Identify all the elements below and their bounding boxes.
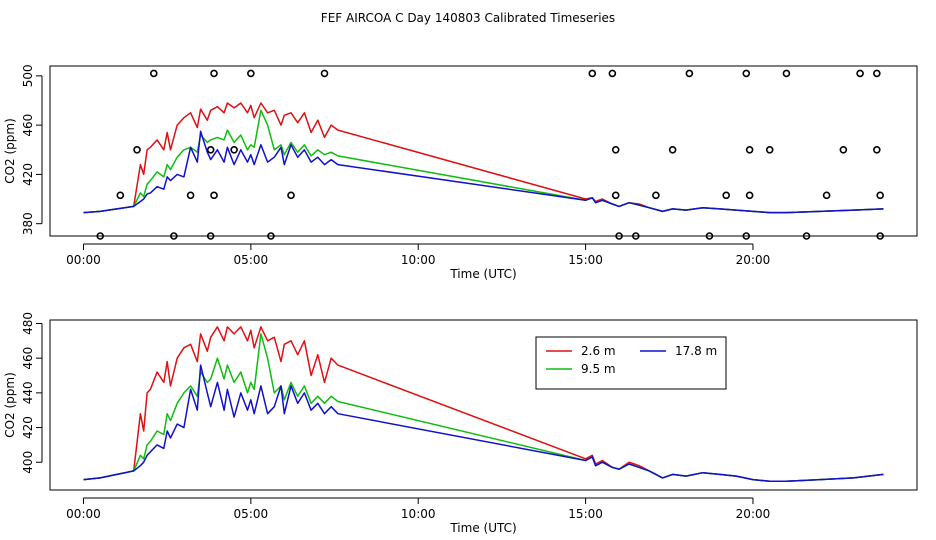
x-tick-label: 20:00	[736, 507, 771, 521]
calibration-point	[873, 145, 881, 154]
series-line-17-8-m	[83, 130, 884, 214]
y-tick-label: 500	[21, 64, 35, 87]
x-tick-label: 00:00	[66, 507, 101, 521]
legend-label: 2.6 m	[581, 344, 616, 358]
y-tick-label: 440	[21, 381, 35, 404]
calibration-point	[873, 69, 881, 78]
x-tick-label: 15:00	[568, 507, 603, 521]
calibration-point	[802, 232, 811, 240]
calibration-point	[170, 232, 178, 240]
calibration-point	[765, 145, 774, 154]
legend-label: 9.5 m	[581, 362, 616, 376]
chart-title: FEF AIRCOA C Day 140803 Calibrated Times…	[321, 11, 615, 25]
legend-box	[535, 336, 727, 390]
x-tick-label: 20:00	[736, 253, 771, 267]
calibration-point	[608, 69, 617, 78]
x-tick-label: 05:00	[234, 507, 269, 521]
calibration-point	[745, 145, 754, 154]
series-line-9-5-m	[83, 109, 884, 214]
plot-frame	[49, 319, 918, 491]
calibration-point	[632, 232, 640, 240]
calibration-point	[210, 69, 218, 78]
x-tick-label: 00:00	[66, 253, 101, 267]
calibration-point	[186, 191, 195, 200]
calibration-point	[782, 69, 791, 78]
y-tick-label: 420	[21, 163, 35, 186]
calibration-point	[588, 69, 597, 78]
y-tick-label: 460	[21, 347, 35, 370]
calibration-point	[615, 232, 623, 240]
calibration-point	[287, 191, 295, 200]
plot-frame	[49, 65, 918, 237]
calibration-point	[856, 69, 864, 78]
calibration-point	[247, 69, 255, 78]
series-line-2-6-m	[83, 102, 884, 214]
calibration-point	[206, 145, 215, 154]
calibration-point	[742, 69, 751, 78]
calibration-point	[96, 232, 105, 240]
calibration-point	[839, 145, 848, 154]
calibration-point	[267, 232, 275, 240]
x-axis-label: Time (UTC)	[449, 267, 516, 281]
y-tick-label: 400	[21, 451, 35, 474]
calibration-point	[116, 191, 125, 200]
series-line-17-8-m	[83, 364, 884, 483]
panel-bottom: 00:00 05:00 10:00 15:00 20:00 Time (UTC) 400 42…	[3, 312, 918, 535]
calibration-point	[668, 145, 677, 154]
y-tick-label: 380	[21, 212, 35, 235]
calibration-point	[745, 191, 754, 200]
x-tick-label: 15:00	[568, 253, 603, 267]
calibration-point	[230, 145, 238, 154]
calibration-point	[652, 191, 660, 200]
calibration-point	[722, 191, 730, 200]
calibration-point	[876, 232, 884, 240]
calibration-point	[133, 145, 141, 154]
panel-top: 00:00 05:00 10:00 15:00 20:00 Time (UTC) 380 42…	[3, 64, 918, 281]
calibration-point	[611, 145, 620, 154]
calibration-point	[876, 191, 884, 200]
series-line-9-5-m	[83, 333, 884, 483]
calibration-point	[149, 69, 158, 78]
calibration-point	[685, 69, 694, 78]
calibration-point	[320, 69, 329, 78]
y-axis-label: CO2 (ppm)	[3, 372, 17, 438]
legend-label: 17.8 m	[675, 344, 717, 358]
calibration-point	[705, 232, 714, 240]
calibration-point	[742, 232, 751, 240]
y-tick-label: 480	[21, 312, 35, 335]
x-tick-label: 05:00	[234, 253, 269, 267]
x-tick-label: 10:00	[401, 253, 436, 267]
series-line-2-6-m	[83, 326, 884, 483]
x-axis-label: Time (UTC)	[449, 521, 516, 535]
calibration-point	[822, 191, 831, 200]
calibration-point	[611, 191, 620, 200]
y-tick-label: 420	[21, 416, 35, 439]
calibration-point	[210, 191, 218, 200]
y-tick-label: 460	[21, 114, 35, 137]
calibration-point	[206, 232, 215, 240]
y-axis-label: CO2 (ppm)	[3, 118, 17, 184]
x-tick-label: 10:00	[401, 507, 436, 521]
